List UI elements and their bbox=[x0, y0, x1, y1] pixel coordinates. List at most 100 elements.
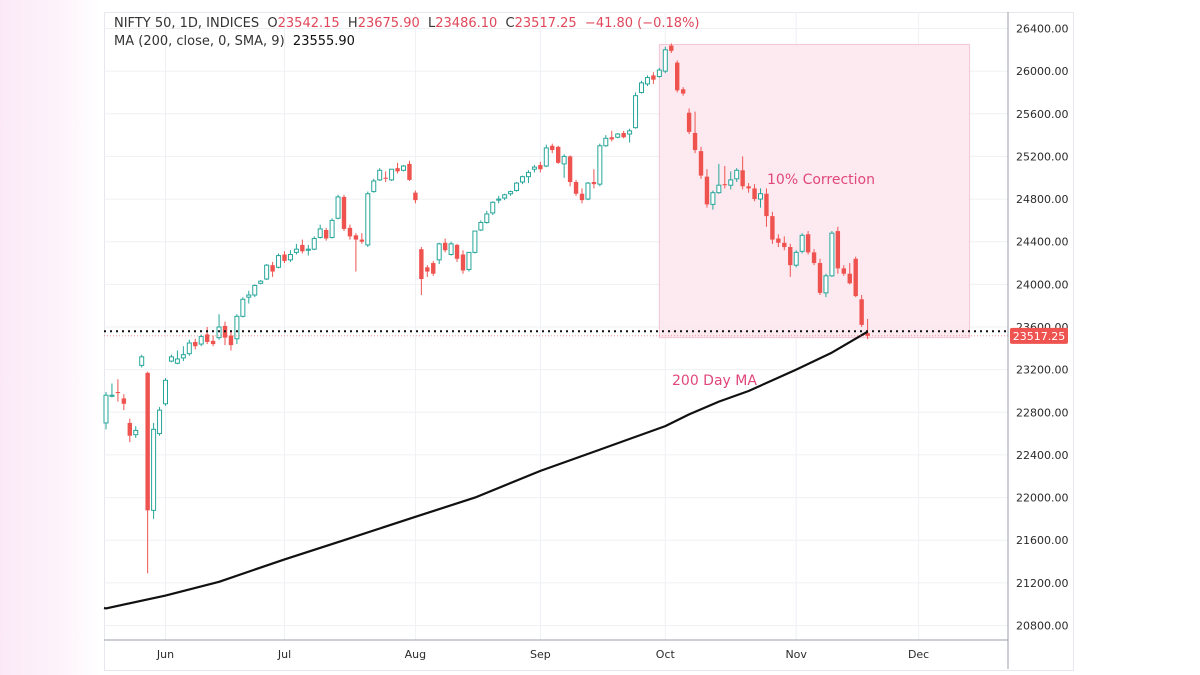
candle-body-up[interactable] bbox=[793, 251, 799, 266]
candle-body-up[interactable] bbox=[216, 326, 222, 339]
candle-body-down[interactable] bbox=[300, 244, 305, 252]
candle-body-up[interactable] bbox=[198, 336, 204, 345]
candle-body-up[interactable] bbox=[163, 379, 168, 405]
candle-body-down[interactable] bbox=[341, 196, 347, 229]
candle-body-down[interactable] bbox=[419, 249, 424, 280]
candle-body-down[interactable] bbox=[811, 252, 817, 264]
candle-body-down[interactable] bbox=[686, 112, 692, 132]
candle-body-down[interactable] bbox=[651, 75, 656, 80]
ma-200-line[interactable] bbox=[103, 330, 869, 610]
candle-body-down[interactable] bbox=[817, 263, 823, 293]
candle-body-down[interactable] bbox=[573, 182, 579, 194]
candle-body-up[interactable] bbox=[276, 255, 282, 268]
candle-body-up[interactable] bbox=[514, 182, 520, 192]
candle-body-down[interactable] bbox=[431, 263, 436, 274]
candle-body-down[interactable] bbox=[805, 234, 811, 253]
candle-body-up[interactable] bbox=[603, 137, 609, 147]
candle-body-up[interactable] bbox=[478, 222, 484, 231]
candle-body-down[interactable] bbox=[865, 333, 870, 336]
candle-body-down[interactable] bbox=[115, 392, 121, 394]
candle-body-down[interactable] bbox=[770, 216, 775, 240]
candle-body-down[interactable] bbox=[145, 372, 150, 511]
candle-body-down[interactable] bbox=[204, 334, 210, 342]
candle-body-down[interactable] bbox=[407, 163, 412, 180]
candle-body-down[interactable] bbox=[425, 267, 430, 272]
candle-body-up[interactable] bbox=[466, 251, 472, 270]
candle-body-down[interactable] bbox=[556, 146, 561, 163]
candle-body-up[interactable] bbox=[716, 184, 722, 194]
candle-body-up[interactable] bbox=[151, 428, 157, 511]
candle-body-up[interactable] bbox=[823, 275, 829, 294]
candle-body-up[interactable] bbox=[734, 169, 740, 180]
candle-body-up[interactable] bbox=[829, 232, 835, 277]
candle-body-up[interactable] bbox=[585, 182, 591, 200]
candle-body-up[interactable] bbox=[335, 196, 341, 219]
candle-body-down[interactable] bbox=[704, 176, 710, 205]
candle-body-down[interactable] bbox=[698, 151, 704, 176]
candle-body-up[interactable] bbox=[377, 169, 383, 181]
candle-body-down[interactable] bbox=[127, 422, 132, 436]
candle-body-down[interactable] bbox=[270, 265, 275, 272]
candle-body-up[interactable] bbox=[168, 356, 174, 362]
candle-body-up[interactable] bbox=[597, 145, 603, 185]
candle-body-up[interactable] bbox=[317, 228, 323, 238]
candle-body-down[interactable] bbox=[746, 186, 751, 189]
candle-body-up[interactable] bbox=[615, 133, 621, 138]
candle-body-up[interactable] bbox=[186, 342, 192, 355]
candle-body-up[interactable] bbox=[448, 243, 454, 256]
candle-body-down[interactable] bbox=[788, 247, 793, 266]
candle-body-down[interactable] bbox=[621, 132, 626, 138]
candle-body-down[interactable] bbox=[228, 335, 234, 346]
candle-body-up[interactable] bbox=[264, 264, 270, 280]
candle-body-down[interactable] bbox=[591, 182, 597, 185]
candle-body-up[interactable] bbox=[133, 429, 139, 436]
candle-body-up[interactable] bbox=[365, 193, 371, 246]
candle-body-up[interactable] bbox=[710, 192, 716, 205]
candle-body-up[interactable] bbox=[287, 254, 293, 261]
candle-body-down[interactable] bbox=[859, 299, 864, 325]
candle-body-up[interactable] bbox=[644, 77, 650, 85]
candle-body-down[interactable] bbox=[359, 239, 365, 242]
candle-body-up[interactable] bbox=[401, 165, 406, 171]
candle-body-down[interactable] bbox=[669, 45, 674, 51]
candle-body-up[interactable] bbox=[174, 358, 180, 364]
candle-body-up[interactable] bbox=[103, 394, 109, 424]
candle-body-down[interactable] bbox=[752, 188, 757, 200]
candle-body-up[interactable] bbox=[139, 356, 145, 366]
candle-body-down[interactable] bbox=[353, 235, 359, 240]
candle-body-up[interactable] bbox=[472, 230, 478, 253]
candle-body-down[interactable] bbox=[210, 340, 216, 345]
candle-body-up[interactable] bbox=[502, 194, 508, 199]
candle-body-down[interactable] bbox=[609, 137, 614, 140]
candle-body-up[interactable] bbox=[484, 213, 490, 224]
candle-body-down[interactable] bbox=[413, 192, 418, 201]
candle-body-up[interactable] bbox=[758, 193, 763, 200]
candle-body-up[interactable] bbox=[109, 394, 115, 397]
candle-body-up[interactable] bbox=[508, 191, 514, 195]
candle-body-down[interactable] bbox=[282, 254, 287, 261]
candle-body-up[interactable] bbox=[246, 294, 252, 298]
candle-body-up[interactable] bbox=[656, 69, 662, 77]
candle-body-down[interactable] bbox=[847, 273, 852, 284]
candle-body-up[interactable] bbox=[389, 168, 395, 181]
candle-body-down[interactable] bbox=[567, 156, 573, 183]
candle-body-down[interactable] bbox=[442, 242, 448, 251]
candle-body-down[interactable] bbox=[722, 184, 727, 186]
candle-body-up[interactable] bbox=[799, 234, 805, 252]
candle-body-down[interactable] bbox=[579, 193, 585, 201]
candle-body-up[interactable] bbox=[728, 179, 734, 186]
candle-body-up[interactable] bbox=[157, 409, 163, 435]
candle-body-down[interactable] bbox=[835, 231, 841, 269]
candle-body-up[interactable] bbox=[258, 280, 264, 284]
candle-body-down[interactable] bbox=[776, 238, 781, 243]
candle-body-down[interactable] bbox=[692, 132, 698, 151]
candle-body-up[interactable] bbox=[662, 49, 668, 72]
candle-body-down[interactable] bbox=[323, 229, 329, 239]
candle-body-up[interactable] bbox=[240, 298, 246, 317]
candle-body-up[interactable] bbox=[234, 315, 240, 340]
candle-body-up[interactable] bbox=[252, 284, 258, 296]
correction-rectangle[interactable] bbox=[658, 43, 971, 339]
candle-body-up[interactable] bbox=[490, 201, 496, 214]
candle-body-up[interactable] bbox=[329, 219, 335, 238]
candle-body-up[interactable] bbox=[627, 130, 633, 135]
